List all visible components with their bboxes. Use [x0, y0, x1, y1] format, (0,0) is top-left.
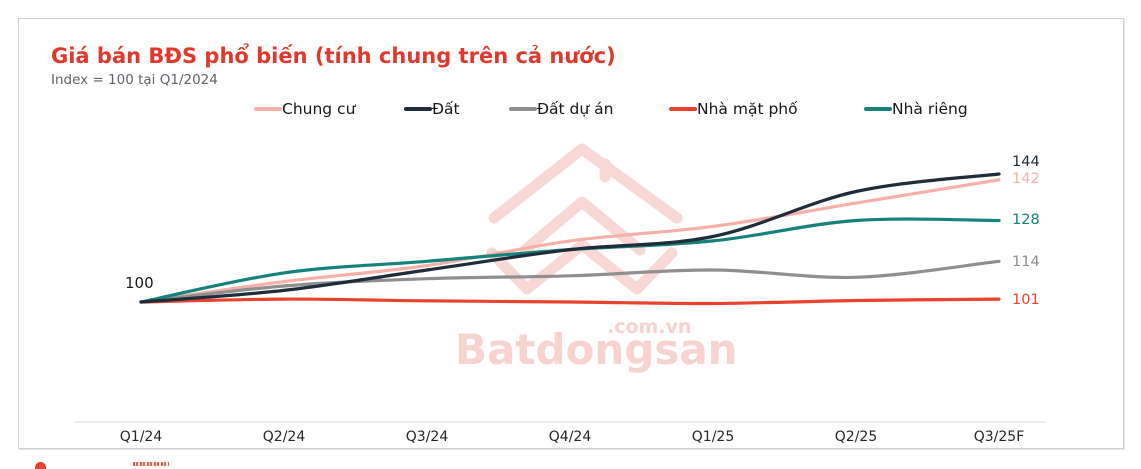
x-axis-label-6: Q2/25 — [834, 429, 878, 445]
series-end-label-4: 101 — [1012, 292, 1040, 309]
x-axis-label-3: Q3/24 — [405, 429, 449, 445]
cut-off-footer-logo-icon — [35, 462, 46, 469]
legend-swatch-icon — [864, 107, 892, 111]
brand-watermark-text: Batdongsan — [455, 325, 738, 374]
series-end-label-5: 128 — [1012, 211, 1040, 228]
legend-swatch-icon — [254, 107, 282, 111]
series-line-2 — [139, 172, 1001, 304]
line-chart: .com.vn Batdongsan — [74, 143, 1046, 423]
start-value-label: 100 — [125, 274, 154, 292]
x-axis-label-1: Q1/24 — [119, 429, 163, 445]
series-line-3 — [139, 259, 1001, 304]
chart-card: Giá bán BĐS phổ biến (tính chung trên cả… — [18, 18, 1124, 449]
series-line-1 — [139, 178, 1001, 304]
series-line-4 — [139, 297, 1001, 306]
legend-swatch-icon — [509, 107, 537, 111]
legend-item-3[interactable]: Đất dự án — [509, 100, 613, 118]
legend-label: Nhà riêng — [892, 100, 968, 118]
legend-swatch-icon — [669, 107, 697, 111]
legend-label: Chung cư — [282, 100, 356, 118]
chart-title: Giá bán BĐS phổ biến (tính chung trên cả… — [51, 44, 616, 68]
legend-label: Đất dự án — [537, 100, 614, 118]
x-axis-label-5: Q1/25 — [691, 429, 735, 445]
legend-item-2[interactable]: Đất — [404, 100, 460, 118]
legend-item-1[interactable]: Chung cư — [254, 100, 355, 118]
x-axis-label-4: Q4/24 — [548, 429, 592, 445]
legend-item-4[interactable]: Nhà mặt phố — [669, 100, 798, 118]
legend-swatch-icon — [404, 107, 432, 111]
legend-label: Nhà mặt phố — [697, 100, 798, 118]
cut-off-footer-logo-text — [133, 462, 169, 466]
x-axis-label-2: Q2/24 — [262, 429, 306, 445]
series-end-label-2: 144 — [1012, 154, 1040, 170]
x-axis-label-7: Q3/25F — [973, 429, 1025, 445]
brand-watermark-domain: .com.vn — [607, 316, 691, 338]
legend-item-5[interactable]: Nhà riêng — [864, 100, 968, 118]
chart-subtitle: Index = 100 tại Q1/2024 — [51, 72, 218, 88]
brand-watermark-logo-icon — [486, 143, 683, 295]
series-end-label-3: 114 — [1012, 254, 1040, 271]
series-end-label-1: 142 — [1012, 170, 1040, 187]
legend-label: Đất — [432, 100, 460, 118]
